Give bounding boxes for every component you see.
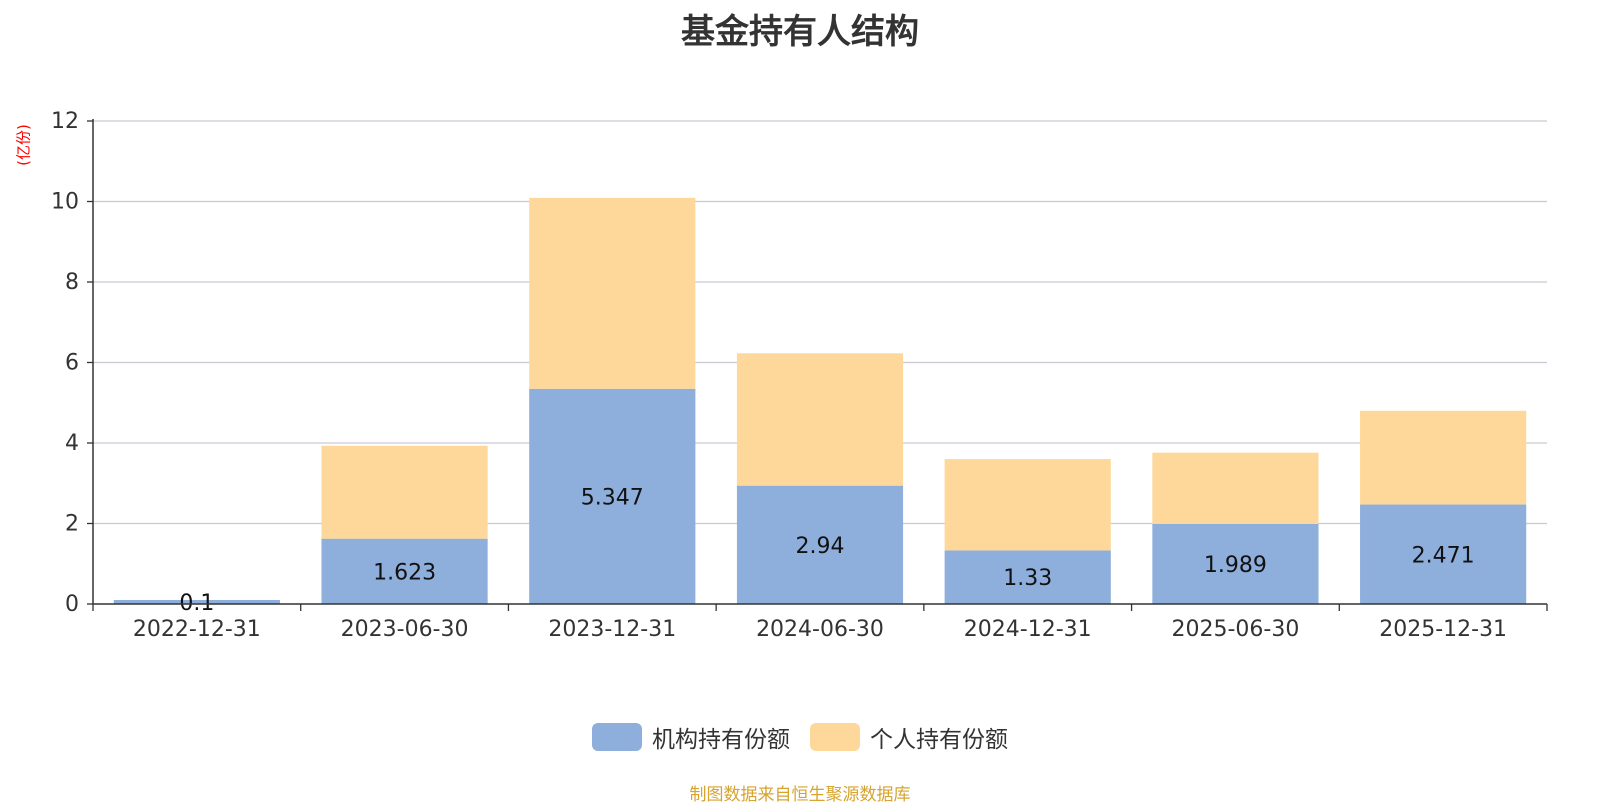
x-tick-label: 2025-06-30 <box>1171 617 1299 642</box>
bar-institution <box>1152 523 1319 604</box>
bar-individual <box>321 445 488 539</box>
bar-data-label: 1.989 <box>1204 553 1267 578</box>
bar-data-label: 1.33 <box>1003 566 1052 591</box>
bar-individual <box>1360 410 1527 505</box>
bar-institution <box>1360 504 1527 604</box>
y-tick-label: 0 <box>65 592 79 617</box>
y-tick-label: 10 <box>51 190 79 215</box>
bar-institution <box>113 599 280 604</box>
x-tick-label: 2022-12-31 <box>133 617 261 642</box>
y-tick-label: 8 <box>65 270 79 295</box>
x-tick-label: 2025-12-31 <box>1379 617 1507 642</box>
bar-data-label: 2.471 <box>1412 543 1475 568</box>
bar-individual <box>736 353 904 486</box>
x-tick-label: 2024-06-30 <box>756 617 884 642</box>
bar-data-label: 1.623 <box>373 560 436 585</box>
data-source-note: 制图数据来自恒生聚源数据库 <box>689 785 911 805</box>
legend: 机构持有份额 个人持有份额 <box>0 720 1600 754</box>
x-tick-label: 2023-12-31 <box>548 617 676 642</box>
chart-title: 基金持有人结构 <box>681 12 919 52</box>
bar-individual <box>529 197 696 389</box>
bar-data-label: 2.94 <box>796 534 845 559</box>
legend-label-institution: 机构持有份额 <box>652 727 790 753</box>
legend-item-individual[interactable]: 个人持有份额 <box>810 720 1008 754</box>
legend-swatch-institution <box>592 723 642 751</box>
y-tick-label: 2 <box>65 512 79 537</box>
bar-individual <box>944 459 1111 551</box>
y-tick-label: 12 <box>51 109 79 134</box>
bar-institution <box>529 388 696 604</box>
legend-label-individual: 个人持有份额 <box>870 727 1008 753</box>
y-tick-label: 4 <box>65 431 79 456</box>
y-tick-label: 6 <box>65 351 79 376</box>
bar-institution <box>736 485 904 604</box>
legend-item-institution[interactable]: 机构持有份额 <box>592 720 790 754</box>
x-tick-label: 2023-06-30 <box>341 617 469 642</box>
bar-institution <box>321 538 488 604</box>
bar-individual <box>1152 452 1319 524</box>
x-tick-label: 2024-12-31 <box>964 617 1092 642</box>
bar-data-label: 5.347 <box>581 485 644 510</box>
bar-institution <box>944 550 1111 604</box>
legend-swatch-individual <box>810 723 860 751</box>
